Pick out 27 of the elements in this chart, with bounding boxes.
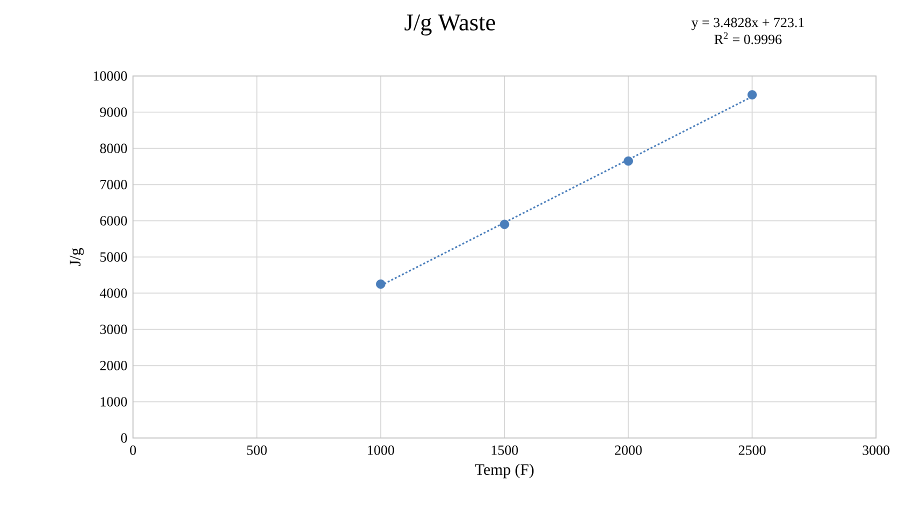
y-tick-label: 5000 bbox=[100, 252, 127, 262]
x-tick-label: 0 bbox=[130, 446, 136, 455]
y-tick-label: 10000 bbox=[94, 71, 127, 81]
text: y = 3.4828x + 723.1 bbox=[691, 18, 804, 30]
text: R$^{2}$ = 0.9996 bbox=[714, 32, 782, 44]
y-tick-label: 4000 bbox=[100, 288, 127, 298]
x-tick-label: 1000 bbox=[368, 446, 394, 455]
y-tick-label: 6000 bbox=[100, 216, 127, 226]
y-tick-label: 7000 bbox=[100, 180, 127, 190]
x-tick-label: 1500 bbox=[492, 446, 518, 455]
point bbox=[747, 90, 757, 100]
point bbox=[376, 279, 386, 289]
y-tick-label: 8000 bbox=[100, 144, 127, 154]
y-tick-label: 1000 bbox=[100, 397, 127, 406]
y-tick-label: 9000 bbox=[100, 107, 127, 117]
x-tick-label: 3000 bbox=[862, 446, 890, 455]
y-tick-label: 0 bbox=[121, 433, 127, 443]
y-axis-title: J/g bbox=[70, 248, 84, 266]
chart-title: J/g Waste bbox=[404, 14, 496, 36]
x-axis-title: Temp (F) bbox=[475, 464, 534, 478]
y-tick-label: 3000 bbox=[100, 324, 127, 334]
y-tick-label: 2000 bbox=[100, 360, 127, 370]
x-tick-label: 500 bbox=[247, 446, 267, 455]
x-tick-label: 2000 bbox=[615, 446, 642, 455]
point bbox=[500, 220, 510, 230]
x-tick-label: 2500 bbox=[738, 446, 766, 455]
point bbox=[624, 156, 634, 166]
